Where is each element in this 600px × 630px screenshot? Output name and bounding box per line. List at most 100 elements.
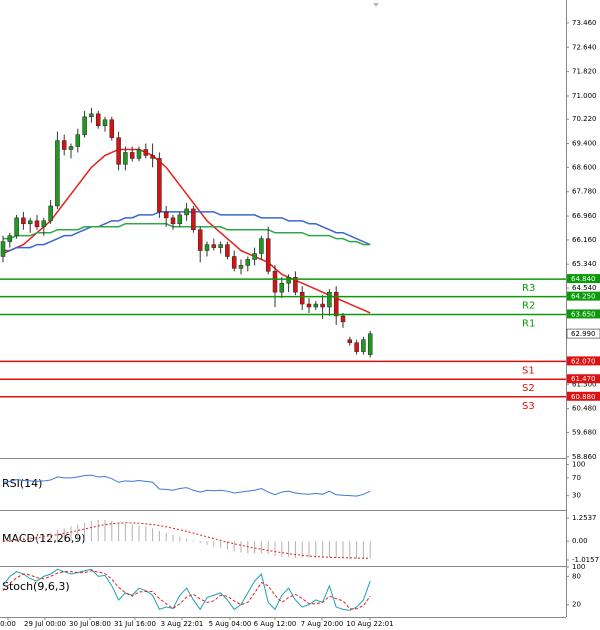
candle-body (320, 303, 325, 308)
macd-signal (2, 522, 371, 559)
y-tick-label: 100 (572, 563, 585, 571)
level-name: S2 (522, 383, 535, 394)
level-name: S3 (522, 401, 535, 412)
level-price-box (567, 309, 600, 319)
candle-body (218, 244, 223, 248)
candle-body (14, 217, 19, 236)
y-tick-label: 100 (572, 460, 585, 468)
candle-body (68, 146, 74, 150)
x-tick-label: 7 Aug 20:00 (301, 620, 344, 628)
level-name: R2 (522, 301, 535, 312)
x-tick-label: 30 Jul 08:00 (69, 620, 111, 628)
y-tick-label: 61.300 (572, 380, 597, 388)
panel-title: Stoch(9,6,3) (2, 580, 70, 593)
candle-body (347, 339, 353, 343)
candle-body (163, 211, 169, 219)
candle-body (7, 235, 13, 242)
candle-body (211, 244, 217, 248)
candle-body (109, 119, 115, 138)
y-tick-label: 20 (572, 601, 581, 609)
x-tick-label: 29 Jul 00:00 (24, 620, 66, 628)
candle-body (225, 244, 230, 257)
candle-body (102, 119, 108, 126)
candle-body (75, 134, 81, 147)
candle-body (0, 241, 6, 257)
y-tick-label: 68.600 (572, 163, 597, 171)
y-tick-label: 67.780 (572, 188, 597, 196)
candle-body (204, 244, 210, 251)
y-tick-label: 71.820 (572, 68, 597, 76)
candle-body (116, 137, 121, 165)
candle-body (123, 152, 128, 165)
candle-body (95, 113, 101, 126)
x-tick-label: 6 Aug 12:00 (254, 620, 297, 628)
stoch-signal (2, 570, 371, 610)
level-name: S1 (522, 365, 535, 376)
level-price-box (567, 274, 600, 284)
y-tick-label: 58.860 (572, 453, 597, 461)
candle-body (157, 158, 162, 213)
y-tick-label: 73.460 (572, 19, 597, 27)
candle-body (265, 238, 271, 272)
y-tick-label: 69.400 (572, 140, 597, 148)
candle-body (286, 277, 291, 284)
level-price-label: 61.470 (571, 375, 596, 383)
candle-body (34, 220, 40, 228)
candle-body (279, 282, 285, 293)
current-price-box (566, 328, 600, 339)
candle-body (299, 291, 305, 305)
candle-body (238, 265, 244, 269)
candle-body (129, 152, 135, 159)
candle-body (361, 339, 366, 352)
level-price-box (567, 391, 600, 401)
level-price-label: 63.650 (571, 310, 596, 318)
candle-body (197, 229, 203, 251)
candle-body (272, 271, 278, 293)
panel-title: RSI(14) (2, 477, 42, 490)
candle-body (259, 238, 264, 254)
candle-body (340, 315, 346, 323)
candle-body (245, 259, 251, 266)
candle-body (293, 277, 298, 293)
candle-body (327, 291, 332, 308)
y-tick-label: 65.340 (572, 260, 597, 268)
level-name: R1 (522, 318, 535, 329)
level-price-box (567, 356, 600, 366)
candle-body (306, 303, 312, 308)
level-price-box (567, 374, 600, 384)
candle-body (177, 214, 183, 225)
y-tick-label: 70 (572, 474, 581, 482)
y-tick-label: 60.480 (572, 405, 597, 413)
level-price-label: 60.880 (571, 393, 596, 401)
x-tick-label: 10 Aug 22:01 (346, 620, 393, 628)
y-tick-label: 80 (572, 572, 581, 580)
y-tick-label: 70.220 (572, 115, 597, 123)
candle-body (354, 342, 359, 352)
level-price-label: 64.840 (571, 275, 596, 283)
candle-body (21, 217, 26, 225)
frame (0, 0, 567, 618)
candle-body (150, 155, 155, 159)
y-tick-label: 72.640 (572, 43, 597, 51)
candle-body (61, 140, 67, 150)
candle-body (252, 253, 257, 260)
candle-body (48, 205, 53, 222)
candle-body (82, 116, 87, 135)
candle-body (191, 208, 196, 230)
y-tick-label: 59.680 (572, 428, 597, 436)
candle-body (231, 256, 237, 269)
stoch-main (2, 568, 371, 611)
candle-body (313, 303, 319, 308)
current-price-label: 62.990 (571, 330, 596, 338)
level-price-label: 64.250 (571, 293, 596, 301)
y-tick-label: 64.540 (572, 284, 597, 292)
candle-body (367, 333, 373, 355)
y-tick-label: 71.000 (572, 92, 597, 100)
candle-body (55, 140, 60, 207)
candle-body (184, 208, 189, 216)
level-price-label: 62.070 (571, 357, 596, 365)
candle-body (136, 149, 142, 159)
x-tick-label: 0:00 (0, 620, 16, 628)
x-tick-label: 31 Jul 16:00 (114, 620, 156, 628)
